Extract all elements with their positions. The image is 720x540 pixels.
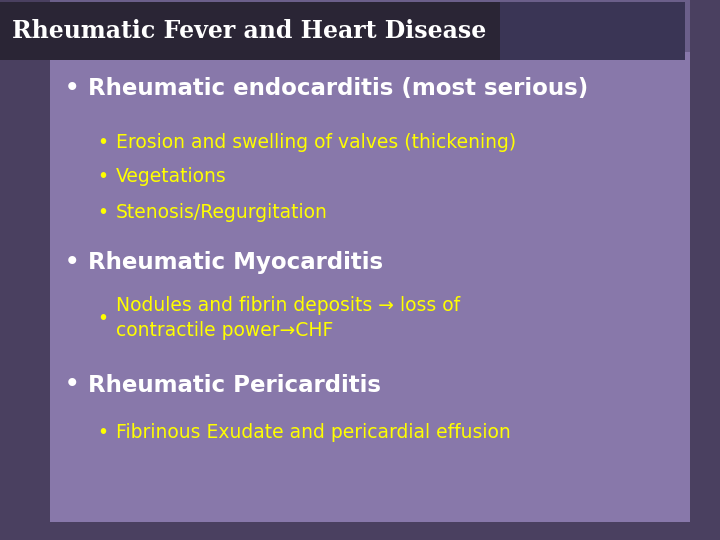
Text: •: • — [97, 132, 109, 152]
Text: Vegetations: Vegetations — [116, 167, 227, 186]
Text: Nodules and fibrin deposits → loss of
contractile power→CHF: Nodules and fibrin deposits → loss of co… — [116, 296, 460, 340]
Text: •: • — [97, 167, 109, 186]
Text: Rheumatic endocarditis (most serious): Rheumatic endocarditis (most serious) — [88, 77, 588, 99]
Bar — [500, 2, 685, 60]
Text: Stenosis/Regurgitation: Stenosis/Regurgitation — [116, 202, 328, 221]
Text: Erosion and swelling of valves (thickening): Erosion and swelling of valves (thickeni… — [116, 132, 516, 152]
Text: •: • — [65, 251, 79, 273]
Bar — [0, 0, 50, 540]
Text: Fibrinous Exudate and pericardial effusion: Fibrinous Exudate and pericardial effusi… — [116, 422, 510, 442]
Text: Rheumatic Pericarditis: Rheumatic Pericarditis — [88, 374, 381, 396]
Bar — [0, 522, 720, 540]
Text: Rheumatic Fever and Heart Disease: Rheumatic Fever and Heart Disease — [12, 19, 486, 43]
Text: Rheumatic Myocarditis: Rheumatic Myocarditis — [88, 251, 383, 273]
Text: •: • — [97, 308, 109, 327]
Bar — [0, 2, 500, 60]
Bar — [690, 0, 720, 540]
Bar — [50, 52, 690, 522]
Text: •: • — [65, 374, 79, 396]
Text: •: • — [65, 77, 79, 99]
Text: •: • — [97, 202, 109, 221]
Text: •: • — [97, 422, 109, 442]
